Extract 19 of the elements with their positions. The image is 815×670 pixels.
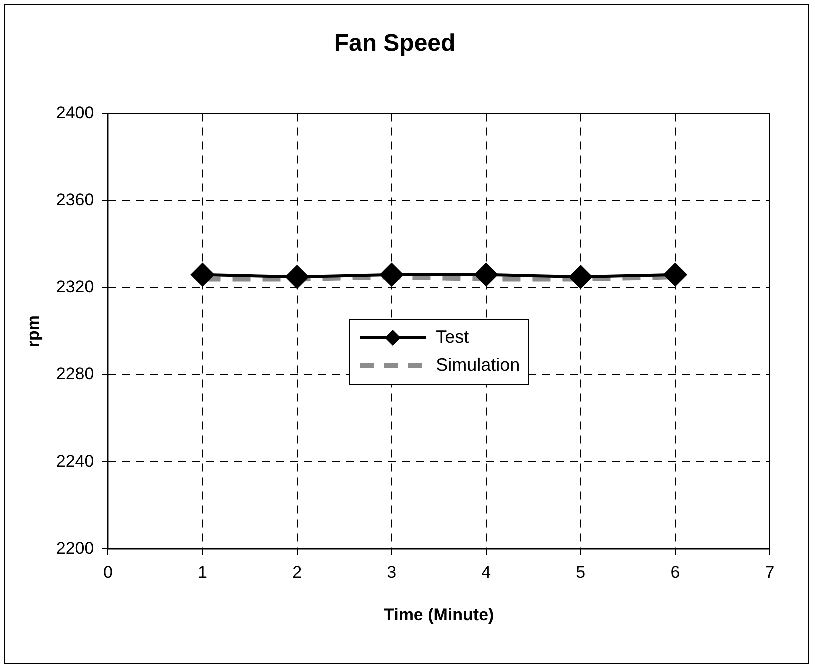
y-tick-label: 2360	[56, 190, 94, 210]
x-tick-label: 0	[103, 563, 113, 582]
y-axis-title: rpm	[24, 315, 43, 348]
x-tick-label: 2	[292, 563, 302, 582]
legend-label: Simulation	[436, 355, 520, 376]
y-tick-label: 2240	[56, 452, 94, 471]
chart-title: Fan Speed	[334, 30, 456, 58]
x-tick-label: 5	[576, 563, 586, 582]
y-tick-label: 2280	[56, 364, 94, 384]
x-tick-label: 3	[387, 563, 397, 582]
x-tick-label: 6	[670, 563, 680, 582]
x-tick-label: 4	[482, 563, 492, 582]
x-tick-label: 7	[765, 563, 775, 582]
x-axis-title: Time (Minute)	[384, 605, 494, 624]
x-tick-label: 1	[198, 563, 208, 582]
y-tick-label: 2320	[56, 278, 94, 297]
legend-label: Test	[436, 327, 470, 348]
y-tick-label: 2400	[56, 103, 94, 122]
y-tick-label: 2200	[56, 538, 94, 558]
